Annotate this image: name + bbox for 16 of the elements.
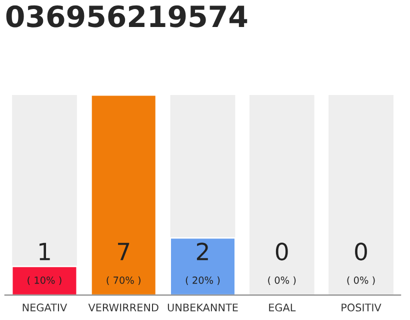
data-label: 0 [276,242,288,260]
data-label: 2 [196,242,208,260]
annotation: ( 10% ) [28,276,62,286]
annotation: ( 0% ) [347,276,375,286]
data-label: 7 [118,242,130,260]
x-tick-label: EGAL [269,304,296,312]
data-label: 1 [40,242,50,260]
x-tick-label: UNBEKANNTE [168,304,238,312]
annotation: ( 70% ) [106,276,140,286]
annotation: ( 0% ) [268,276,296,286]
annotation: ( 20% ) [186,276,220,286]
x-tick-label: VERWIRREND [88,304,158,312]
chart-title: 036956219574 [6,5,248,28]
x-tick-label: NEGATIV [22,304,68,312]
x-tick-label: POSITIV [342,304,382,312]
data-label: 0 [355,242,367,260]
